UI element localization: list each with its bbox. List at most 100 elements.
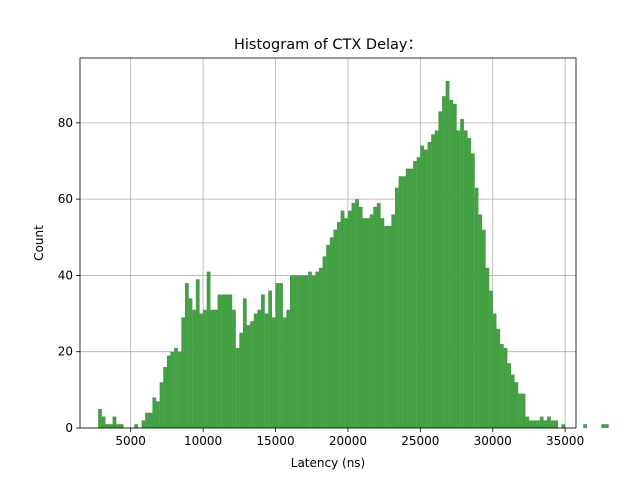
histogram-bar <box>322 256 327 428</box>
histogram-bar <box>152 397 157 428</box>
histogram-bar <box>478 214 483 428</box>
histogram-bar <box>145 412 149 428</box>
histogram-bar <box>521 393 526 428</box>
histogram-bar <box>326 244 330 428</box>
histogram-bar <box>496 328 501 428</box>
histogram-bar <box>380 218 385 428</box>
histogram-bar <box>387 225 392 428</box>
histogram-bar <box>188 298 193 428</box>
histogram-bar <box>485 267 490 428</box>
x-tick-label: 30000 <box>474 434 512 448</box>
histogram-bar <box>347 210 352 428</box>
histogram-bar <box>184 283 189 428</box>
histogram-bar <box>235 347 240 428</box>
histogram-bar <box>221 294 225 428</box>
histogram-bar <box>391 214 396 428</box>
axes-frame <box>79 57 577 429</box>
y-tick-label: 60 <box>58 192 73 206</box>
histogram-bar <box>507 363 511 428</box>
histogram-bar <box>499 344 504 428</box>
histogram-bar <box>300 275 305 428</box>
histogram-bar <box>362 218 367 428</box>
x-tick-label: 5000 <box>115 434 146 448</box>
histogram-bar <box>340 210 345 428</box>
histogram-bar <box>195 279 200 428</box>
histogram-bar <box>337 222 341 428</box>
histogram-bar <box>311 275 316 428</box>
histogram-bar <box>413 160 417 428</box>
histogram-bar <box>373 206 378 428</box>
histogram-bar <box>456 130 461 428</box>
histogram-bar <box>514 382 519 428</box>
histogram-bar <box>239 332 244 428</box>
histogram-bar <box>452 103 457 428</box>
histogram-bar <box>163 366 168 428</box>
histogram-bar <box>181 317 186 428</box>
histogram-bar <box>268 290 273 428</box>
x-axis-label: Latency (ns) <box>291 456 365 470</box>
histogram-bar <box>604 424 609 428</box>
histogram-bar <box>318 267 323 428</box>
histogram-bar <box>232 309 236 428</box>
histogram-bar <box>206 271 211 428</box>
histogram-bar <box>369 214 374 428</box>
histogram-bar <box>286 309 291 428</box>
histogram-bar <box>449 99 454 428</box>
histogram-bar <box>166 355 171 428</box>
histogram-bar <box>358 206 363 428</box>
x-tick-label: 10000 <box>184 434 222 448</box>
histogram-bar <box>583 424 588 428</box>
histogram-bars <box>98 80 609 428</box>
y-tick-label: 20 <box>58 345 73 359</box>
histogram-bar <box>445 80 450 428</box>
histogram-bar <box>308 271 312 428</box>
histogram-bar <box>177 351 182 428</box>
histogram-bar <box>199 313 204 428</box>
histogram-bar <box>420 145 425 428</box>
histogram-bar <box>561 424 566 428</box>
histogram-bar <box>261 294 265 428</box>
histogram-bar <box>532 420 537 428</box>
histogram-bar <box>442 96 446 428</box>
histogram-bar <box>384 225 388 428</box>
histogram-bar <box>119 424 124 428</box>
histogram-bar <box>474 187 479 428</box>
histogram-bar <box>297 275 301 428</box>
histogram-bar <box>213 309 218 428</box>
histogram-bar <box>242 298 247 428</box>
histogram-bar <box>471 153 475 428</box>
histogram-bar <box>344 218 349 428</box>
histogram-bar <box>108 424 113 428</box>
histogram-bar <box>416 157 421 428</box>
histogram-bar <box>105 424 110 428</box>
histogram-bar <box>174 347 178 428</box>
histogram-bar <box>116 424 120 428</box>
histogram-bar <box>156 401 160 428</box>
histogram-bar <box>293 275 298 428</box>
histogram-bar <box>170 351 175 428</box>
histogram-bar <box>271 317 276 428</box>
histogram-bar <box>438 111 443 428</box>
histogram-bar <box>134 424 139 428</box>
histogram-bar <box>253 313 258 428</box>
histogram-bar <box>601 424 606 428</box>
histogram-bar <box>489 290 493 428</box>
histogram-bar <box>141 420 146 428</box>
histogram-bar <box>518 393 522 428</box>
histogram-bar <box>217 294 222 428</box>
histogram-bar <box>264 313 269 428</box>
histogram-bar <box>246 325 251 428</box>
histogram-bar <box>250 321 254 428</box>
histogram-bar <box>434 130 439 428</box>
x-tick-label: 25000 <box>401 434 439 448</box>
histogram-bar <box>431 134 435 428</box>
histogram-bar <box>279 283 283 428</box>
histogram-bar <box>547 416 551 428</box>
histogram-bar <box>543 420 548 428</box>
histogram-bar <box>554 420 559 428</box>
histogram-bar <box>376 202 381 428</box>
histogram-bar <box>423 149 428 428</box>
histogram-bar <box>394 187 399 428</box>
histogram-bar <box>159 382 164 428</box>
histogram-bar <box>405 168 410 428</box>
